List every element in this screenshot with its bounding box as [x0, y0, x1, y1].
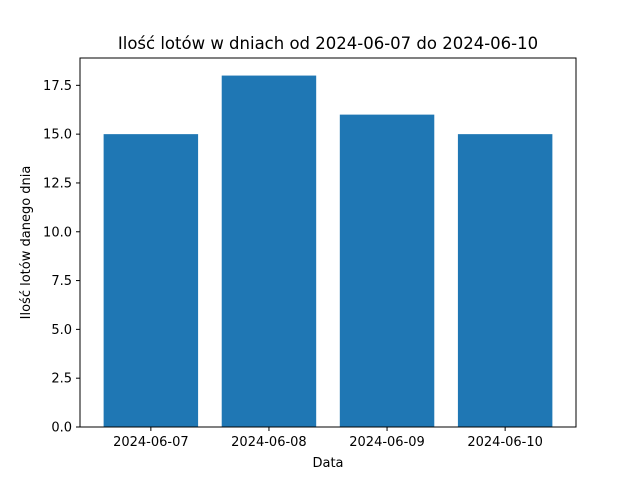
bar-2024-06-08: [221, 75, 317, 428]
y-tick-label: 10.0: [43, 225, 72, 240]
y-tick-label: 5.0: [51, 323, 72, 338]
bar-2024-06-07: [103, 134, 199, 427]
bars-group: [103, 75, 553, 428]
y-axis: 0.0 2.5 5.0 7.5 10.0 12.5 15.0 17.5: [43, 79, 80, 436]
y-tick-label: 12.5: [43, 176, 72, 191]
x-tick-label: 2024-06-07: [113, 435, 189, 450]
bar-2024-06-10: [457, 134, 553, 427]
y-tick-label: 7.5: [51, 274, 72, 289]
x-axis: 2024-06-07 2024-06-08 2024-06-09 2024-06-10: [113, 427, 543, 450]
y-axis-label: Ilość lotów danego dnia: [19, 166, 34, 320]
y-tick-label: 15.0: [43, 128, 72, 143]
plot-frame: [79, 57, 577, 428]
x-tick-label: 2024-06-09: [349, 435, 425, 450]
y-tick-label: 17.5: [43, 79, 72, 94]
x-tick-label: 2024-06-10: [467, 435, 543, 450]
x-axis-label: Data: [312, 456, 343, 471]
chart-title: Ilość lotów w dniach od 2024-06-07 do 20…: [118, 34, 538, 53]
bar-2024-06-09: [339, 114, 435, 427]
x-tick-label: 2024-06-08: [231, 435, 307, 450]
y-tick-label: 0.0: [51, 421, 72, 436]
y-tick-label: 2.5: [51, 372, 72, 387]
